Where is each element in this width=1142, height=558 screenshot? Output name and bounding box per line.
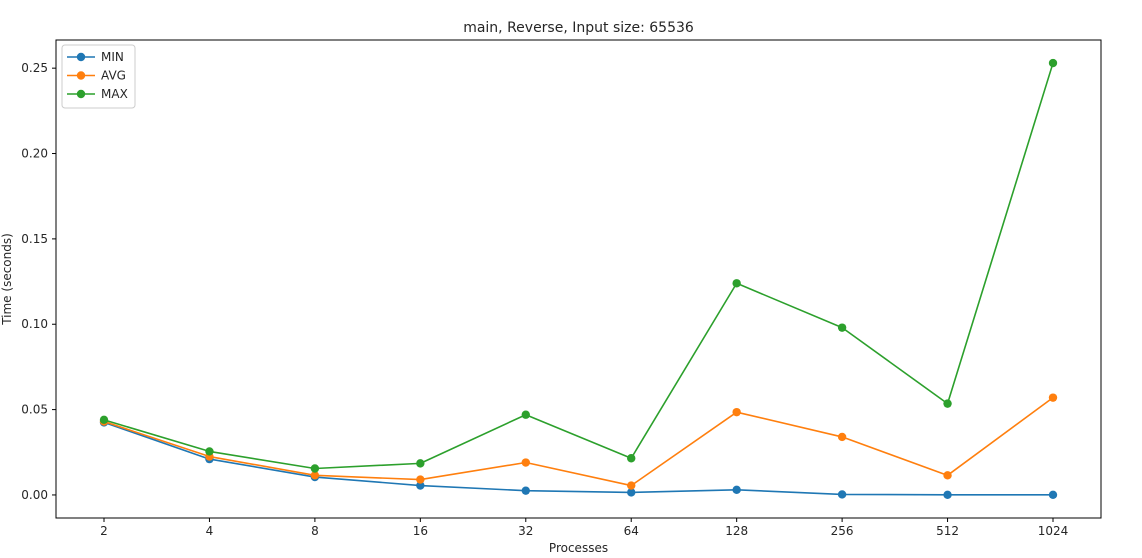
x-tick-label: 4 [206,524,214,538]
data-point-max [627,454,636,463]
y-tick-label: 0.10 [21,317,48,331]
data-point-max [521,410,530,419]
x-tick-label: 256 [831,524,854,538]
y-tick-label: 0.25 [21,61,48,75]
legend-marker [76,71,86,80]
x-tick-label: 1024 [1038,524,1069,538]
y-tick-label: 0.20 [21,147,48,161]
legend-marker [76,52,86,62]
x-tick-label: 128 [725,524,748,538]
data-point-max [732,279,741,288]
series-line-min [103,421,1054,496]
y-tick-label: 0.00 [21,488,48,502]
data-point-max [99,415,109,425]
data-point-max [416,459,425,468]
data-point-avg [310,471,320,480]
legend-item-max: MAX [67,87,128,101]
x-tick-label: 32 [518,524,533,538]
data-point-max [943,399,952,408]
x-tick-label: 64 [624,524,639,538]
x-tick-label: 16 [413,524,428,538]
data-point-min [732,485,741,495]
data-point-min [627,488,636,497]
legend: MIN AVG MAX [61,44,136,109]
x-tick-label: 8 [311,524,319,538]
data-point-avg [416,475,425,484]
y-tick-label: 0.15 [21,232,48,246]
data-point-max [205,447,214,456]
data-point-avg [627,481,636,490]
data-point-avg [1048,393,1058,402]
series-line-max [103,62,1054,470]
legend-label: MAX [101,87,128,101]
series-max [99,58,1058,473]
plot-area [55,39,1102,519]
data-point-max [1048,58,1058,68]
data-point-min [521,486,530,495]
legend-marker [76,89,86,99]
data-point-avg [521,458,530,467]
chart-title: main, Reverse, Input size: 65536 [463,20,694,36]
legend-item-min: MIN [67,50,124,64]
y-axis: 0.00 0.05 0.10 0.15 0.20 0.25 [21,61,56,502]
data-point-avg [837,432,847,442]
data-point-avg [732,407,741,417]
plot-frame [55,39,1102,519]
series-line-avg [103,396,1054,487]
data-point-min [1048,490,1058,499]
x-axis-title: Processes [549,541,608,555]
legend-label: AVG [101,69,126,83]
data-point-max [837,323,847,332]
data-point-max [310,464,320,473]
data-point-avg [943,471,952,480]
data-point-min [837,490,847,499]
data-point-min [416,481,425,490]
y-axis-title: Time (seconds) [0,233,14,326]
legend-items: MIN AVG MAX [67,50,128,101]
series-layer [99,58,1058,499]
x-axis: 2 4 8 16 32 64 128 256 512 1024 [100,518,1068,538]
x-tick-label: 512 [936,524,959,538]
y-tick-label: 0.05 [21,403,48,417]
legend-item-avg: AVG [67,69,126,83]
x-tick-label: 2 [100,524,108,538]
legend-label: MIN [101,50,124,64]
data-point-min [943,490,952,499]
